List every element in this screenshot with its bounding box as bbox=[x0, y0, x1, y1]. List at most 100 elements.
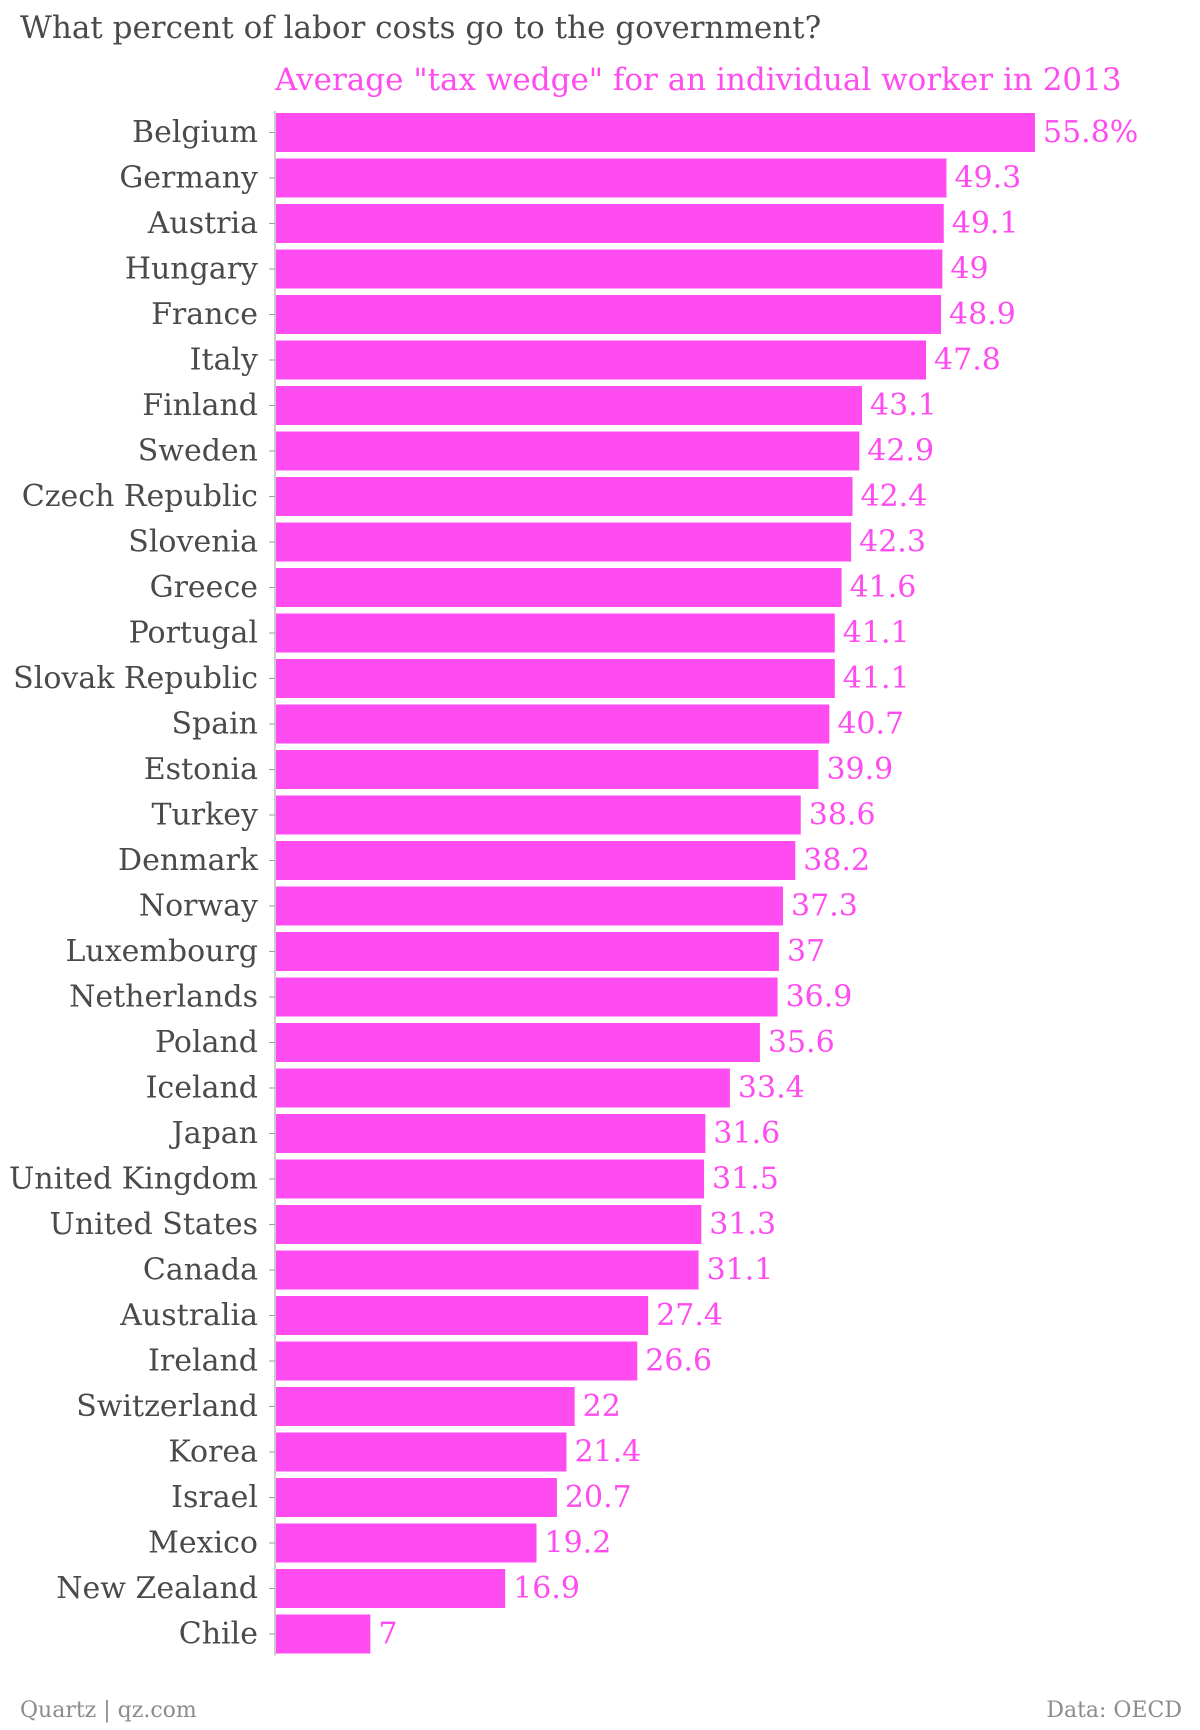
category-label: Denmark bbox=[118, 843, 259, 878]
bar-mexico bbox=[276, 1523, 537, 1563]
category-label: Canada bbox=[143, 1253, 258, 1288]
bar-chile bbox=[276, 1614, 371, 1654]
category-label: Chile bbox=[179, 1617, 258, 1652]
bar-canada bbox=[276, 1250, 699, 1290]
bar-japan bbox=[276, 1114, 706, 1153]
bar-israel bbox=[276, 1478, 557, 1517]
category-label: Belgium bbox=[132, 115, 258, 150]
bar-sweden bbox=[276, 431, 860, 471]
value-label: 35.6 bbox=[768, 1025, 835, 1060]
bar-italy bbox=[276, 340, 927, 380]
value-label: 42.9 bbox=[867, 434, 934, 469]
value-label: 33.4 bbox=[738, 1071, 805, 1106]
bar-slovenia bbox=[276, 522, 852, 562]
value-label: 41.1 bbox=[843, 616, 910, 651]
value-label: 41.1 bbox=[843, 661, 910, 696]
category-label: Hungary bbox=[125, 252, 258, 287]
category-label: Japan bbox=[169, 1116, 258, 1151]
bar-new-zealand bbox=[276, 1569, 506, 1608]
category-label: Sweden bbox=[138, 434, 258, 469]
category-label: Australia bbox=[119, 1298, 258, 1333]
category-label: Germany bbox=[119, 161, 258, 196]
bar-iceland bbox=[276, 1068, 730, 1108]
bar-greece bbox=[276, 568, 842, 607]
bar-germany bbox=[276, 158, 947, 198]
value-label: 43.1 bbox=[870, 388, 937, 423]
value-label: 20.7 bbox=[565, 1480, 632, 1515]
bar-turkey bbox=[276, 795, 801, 835]
bar-portugal bbox=[276, 613, 835, 653]
category-label: Luxembourg bbox=[66, 934, 259, 969]
bar-switzerland bbox=[276, 1387, 575, 1426]
category-label: United States bbox=[50, 1207, 258, 1242]
value-label: 49.1 bbox=[952, 206, 1019, 241]
category-label: Estonia bbox=[144, 752, 258, 787]
value-label: 31.6 bbox=[713, 1116, 780, 1151]
value-label: 31.3 bbox=[709, 1207, 776, 1242]
value-label: 42.3 bbox=[859, 525, 926, 560]
value-label: 38.2 bbox=[803, 843, 870, 878]
chart-subtitle: Average "tax wedge" for an individual wo… bbox=[275, 62, 1122, 98]
value-label: 7 bbox=[378, 1617, 397, 1652]
value-label: 37 bbox=[787, 934, 825, 969]
bar-austria bbox=[276, 204, 944, 243]
value-label: 42.4 bbox=[860, 479, 927, 514]
category-label: Spain bbox=[171, 707, 258, 742]
category-label: Slovak Republic bbox=[13, 661, 258, 696]
value-label: 22 bbox=[583, 1389, 621, 1424]
bar-slovak-republic bbox=[276, 659, 835, 698]
bar-hungary bbox=[276, 249, 943, 289]
value-label: 16.9 bbox=[513, 1571, 580, 1606]
bar-united-kingdom bbox=[276, 1159, 705, 1199]
bar-ireland bbox=[276, 1341, 638, 1381]
category-label: Netherlands bbox=[69, 980, 258, 1015]
category-label: Slovenia bbox=[128, 525, 258, 560]
bar-netherlands bbox=[276, 977, 778, 1017]
value-label: 31.1 bbox=[707, 1253, 774, 1288]
category-label: Israel bbox=[171, 1480, 258, 1515]
bar-korea bbox=[276, 1432, 567, 1472]
bar-spain bbox=[276, 704, 830, 744]
category-label: United Kingdom bbox=[9, 1162, 258, 1197]
value-label: 31.5 bbox=[712, 1162, 779, 1197]
category-label: Czech Republic bbox=[22, 479, 258, 514]
category-label: Iceland bbox=[146, 1071, 258, 1106]
value-label: 48.9 bbox=[949, 297, 1016, 332]
category-label: France bbox=[151, 297, 258, 332]
value-label: 37.3 bbox=[791, 889, 858, 924]
bar-poland bbox=[276, 1023, 760, 1062]
category-label: Greece bbox=[150, 570, 258, 605]
category-label: Finland bbox=[142, 388, 258, 423]
bar-luxembourg bbox=[276, 932, 779, 971]
category-label: Italy bbox=[190, 343, 258, 378]
category-label: Mexico bbox=[148, 1526, 258, 1561]
category-label: Norway bbox=[139, 889, 258, 924]
category-label: Portugal bbox=[129, 616, 258, 651]
bar-czech-republic bbox=[276, 477, 853, 516]
category-label: Korea bbox=[168, 1435, 258, 1470]
value-label: 49.3 bbox=[954, 161, 1021, 196]
value-label: 47.8 bbox=[934, 343, 1001, 378]
value-label: 55.8% bbox=[1043, 115, 1138, 150]
bar-france bbox=[276, 295, 942, 334]
bar-denmark bbox=[276, 841, 796, 880]
chart-title: What percent of labor costs go to the go… bbox=[20, 10, 822, 46]
value-label: 39.9 bbox=[826, 752, 893, 787]
category-label: Turkey bbox=[151, 798, 258, 833]
value-label: 49 bbox=[950, 252, 988, 287]
category-label: Austria bbox=[147, 206, 258, 241]
category-label: Switzerland bbox=[76, 1389, 258, 1424]
value-label: 36.9 bbox=[786, 980, 853, 1015]
value-label: 38.6 bbox=[809, 798, 876, 833]
bar-estonia bbox=[276, 750, 819, 789]
value-label: 40.7 bbox=[837, 707, 904, 742]
category-label: Poland bbox=[155, 1025, 258, 1060]
category-label: Ireland bbox=[148, 1344, 258, 1379]
bar-finland bbox=[276, 386, 863, 425]
value-label: 19.2 bbox=[545, 1526, 612, 1561]
value-label: 41.6 bbox=[850, 570, 917, 605]
footer-source: Quartz | qz.com bbox=[20, 1698, 197, 1723]
bar-united-states bbox=[276, 1205, 702, 1244]
